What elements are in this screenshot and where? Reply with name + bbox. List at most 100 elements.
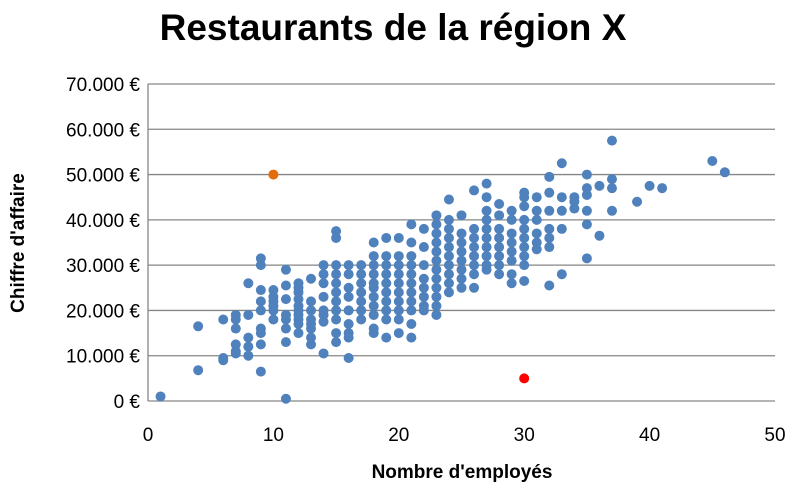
data-point bbox=[331, 278, 342, 289]
data-point bbox=[318, 278, 329, 289]
data-point bbox=[519, 201, 530, 212]
data-point bbox=[581, 205, 592, 216]
data-point bbox=[343, 269, 354, 280]
data-point bbox=[506, 237, 517, 248]
data-point bbox=[331, 269, 342, 280]
data-point bbox=[381, 314, 392, 325]
data-point bbox=[155, 391, 166, 402]
data-point bbox=[406, 219, 417, 230]
data-point bbox=[331, 296, 342, 307]
data-point bbox=[431, 246, 442, 257]
data-point bbox=[443, 232, 454, 243]
data-point bbox=[544, 171, 555, 182]
data-point bbox=[356, 260, 367, 271]
data-point bbox=[556, 269, 567, 280]
data-point bbox=[494, 223, 505, 234]
data-point bbox=[469, 242, 480, 253]
data-point bbox=[331, 337, 342, 348]
data-point bbox=[494, 199, 505, 210]
data-point bbox=[431, 282, 442, 293]
data-point bbox=[393, 278, 404, 289]
data-point bbox=[243, 341, 254, 352]
data-point bbox=[243, 309, 254, 320]
data-point bbox=[368, 237, 379, 248]
data-point bbox=[356, 287, 367, 298]
data-point bbox=[368, 309, 379, 320]
data-point bbox=[506, 246, 517, 257]
data-point bbox=[406, 251, 417, 262]
data-point bbox=[519, 275, 530, 286]
data-point bbox=[418, 242, 429, 253]
data-point bbox=[280, 294, 291, 305]
data-point bbox=[406, 305, 417, 316]
data-point bbox=[469, 223, 480, 234]
data-point bbox=[318, 269, 329, 280]
data-point bbox=[381, 296, 392, 307]
data-point bbox=[456, 273, 467, 284]
data-point bbox=[519, 242, 530, 253]
data-point bbox=[481, 232, 492, 243]
data-point bbox=[431, 210, 442, 221]
data-point bbox=[218, 352, 229, 363]
data-point bbox=[494, 269, 505, 280]
data-point bbox=[481, 192, 492, 203]
data-point bbox=[393, 251, 404, 262]
data-point bbox=[481, 223, 492, 234]
data-point bbox=[406, 269, 417, 280]
data-point bbox=[406, 260, 417, 271]
data-point bbox=[280, 323, 291, 334]
data-point bbox=[393, 314, 404, 325]
x-tick-label: 40 bbox=[639, 425, 660, 446]
data-point bbox=[456, 228, 467, 239]
data-point bbox=[443, 223, 454, 234]
x-tick-labels: 0 10 20 30 40 50 bbox=[143, 425, 786, 446]
data-point bbox=[393, 269, 404, 280]
data-point bbox=[519, 251, 530, 262]
data-point bbox=[306, 339, 317, 350]
data-point bbox=[406, 332, 417, 343]
data-point bbox=[406, 287, 417, 298]
data-point bbox=[581, 219, 592, 230]
data-point bbox=[230, 323, 241, 334]
data-point bbox=[368, 269, 379, 280]
data-point bbox=[306, 323, 317, 334]
data-point bbox=[230, 346, 241, 357]
data-point bbox=[381, 278, 392, 289]
data-point bbox=[581, 189, 592, 200]
data-point bbox=[331, 232, 342, 243]
data-point bbox=[280, 264, 291, 275]
data-point bbox=[393, 305, 404, 316]
data-point bbox=[481, 178, 492, 189]
data-point bbox=[280, 280, 291, 291]
data-point bbox=[431, 255, 442, 266]
data-point bbox=[356, 269, 367, 280]
data-point bbox=[519, 192, 530, 203]
data-point bbox=[406, 296, 417, 307]
data-point bbox=[644, 180, 655, 191]
data-point bbox=[481, 264, 492, 275]
data-point bbox=[469, 232, 480, 243]
data-point bbox=[431, 219, 442, 230]
data-point bbox=[531, 214, 542, 225]
data-point bbox=[343, 319, 354, 330]
data-point bbox=[494, 251, 505, 262]
data-point bbox=[318, 316, 329, 327]
data-point bbox=[443, 287, 454, 298]
data-point bbox=[431, 228, 442, 239]
data-point bbox=[406, 278, 417, 289]
data-point bbox=[343, 305, 354, 316]
data-point bbox=[218, 314, 229, 325]
data-point bbox=[230, 314, 241, 325]
data-point bbox=[243, 278, 254, 289]
data-point bbox=[368, 291, 379, 302]
y-tick-labels: 0 € 10.000 € 20.000 € 30.000 € 40.000 € 50.00… bbox=[66, 75, 140, 413]
data-point bbox=[581, 169, 592, 180]
data-point bbox=[456, 210, 467, 221]
data-point bbox=[381, 232, 392, 243]
data-point bbox=[280, 393, 291, 404]
data-point bbox=[280, 314, 291, 325]
data-point bbox=[481, 251, 492, 262]
data-point bbox=[406, 237, 417, 248]
data-point bbox=[606, 183, 617, 194]
data-point bbox=[456, 237, 467, 248]
